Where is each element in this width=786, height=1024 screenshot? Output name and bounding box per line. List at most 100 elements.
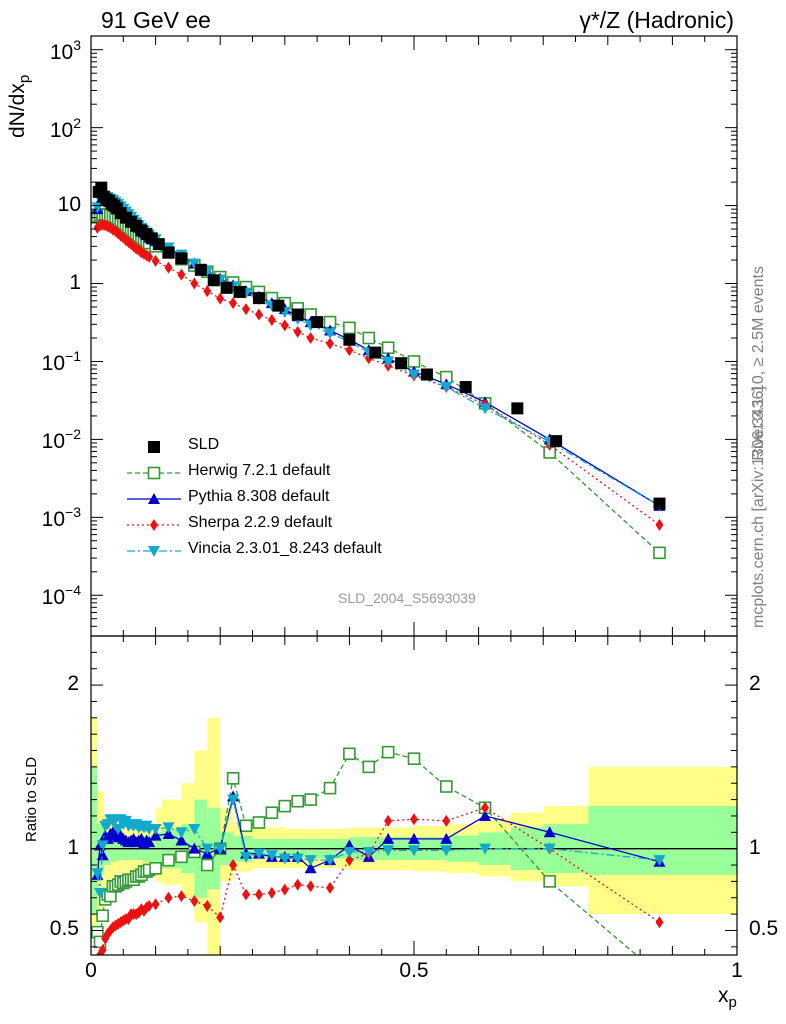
point-sherpa: [345, 344, 354, 357]
series-data: [92, 181, 666, 510]
point-vincia: [408, 845, 420, 857]
point-pythia: [96, 849, 109, 861]
point-pythia: [408, 832, 420, 844]
point-sherpa: [280, 319, 289, 332]
point-pythia: [479, 809, 492, 821]
point-vincia: [112, 824, 125, 836]
point-vincia: [408, 369, 420, 381]
point-sherpa: [280, 883, 289, 896]
point-sherpa: [410, 813, 418, 826]
point-vincia: [265, 850, 278, 862]
point-vincia: [91, 868, 104, 880]
point-data: [95, 181, 108, 194]
point-vincia: [162, 822, 175, 834]
point-sherpa: [216, 292, 225, 305]
point-vincia: [94, 887, 107, 899]
point-sherpa: [229, 859, 238, 872]
point-sherpa: [326, 881, 335, 894]
ratio-y-tick-label: 0.5: [749, 917, 779, 941]
main-y-tick-label: 10−4: [41, 582, 81, 610]
point-herwig: [407, 752, 421, 765]
x-tick-label: 1: [731, 959, 743, 982]
point-vincia: [240, 851, 253, 863]
mcplots-reference-label: mcplots.cern.ch [arXiv:1306.3436]: [750, 386, 767, 628]
point-vincia: [653, 855, 666, 867]
point-pythia: [382, 832, 395, 844]
point-data: [291, 308, 304, 321]
legend-marker-pythia: [148, 493, 160, 504]
point-data: [550, 435, 563, 448]
ratio-panel-series: [91, 745, 666, 955]
point-sherpa: [293, 878, 302, 891]
point-data: [252, 292, 265, 305]
point-pythia: [143, 836, 156, 848]
point-herwig: [291, 794, 305, 808]
point-sherpa: [145, 899, 154, 912]
header-left-label: 91 GeV ee: [101, 7, 211, 33]
series-layer: [91, 181, 666, 955]
point-vincia: [188, 824, 201, 836]
point-herwig: [343, 747, 356, 761]
x-tick-label: 0.5: [399, 959, 429, 982]
point-sherpa: [145, 250, 154, 263]
point-sherpa: [326, 337, 335, 350]
point-vincia: [440, 382, 453, 394]
legend-label-pythia: Pythia 8.308 default: [188, 488, 330, 505]
point-herwig: [439, 780, 453, 793]
point-data: [459, 381, 472, 394]
legend-marker-sherpa: [150, 519, 158, 531]
series-vincia: [91, 794, 666, 899]
main-y-tick-label: 103: [49, 36, 81, 64]
ratio-y-tick-label: 2: [67, 672, 79, 696]
point-sherpa: [306, 880, 315, 893]
point-herwig: [226, 772, 240, 785]
point-sherpa: [98, 944, 107, 955]
main-y-axis-label: dN/dxp: [6, 74, 34, 138]
point-vincia: [149, 824, 162, 836]
point-data: [194, 263, 207, 276]
point-sherpa: [384, 814, 393, 827]
ratio-y-tick-label: 1: [67, 835, 79, 859]
main-y-tick-label: 10−2: [41, 426, 81, 454]
point-herwig: [381, 341, 395, 355]
legend-marker-herwig: [147, 466, 161, 480]
point-herwig: [362, 760, 376, 774]
point-sherpa: [242, 303, 251, 316]
point-data: [369, 346, 382, 359]
legend-label-sherpa: Sherpa 2.2.9 default: [188, 514, 333, 531]
point-data: [420, 368, 433, 381]
point-sherpa: [267, 314, 276, 327]
point-pythia: [304, 862, 317, 874]
point-sherpa: [190, 895, 199, 908]
point-sherpa: [442, 814, 451, 827]
point-sherpa: [267, 886, 276, 899]
point-herwig: [653, 546, 666, 560]
point-vincia: [291, 853, 304, 865]
point-vincia: [304, 855, 317, 867]
point-herwig: [543, 875, 556, 888]
point-data: [233, 285, 246, 298]
point-vincia: [252, 848, 265, 860]
point-pythia: [188, 842, 201, 854]
point-vincia: [362, 846, 375, 858]
x-tick-label: 0: [85, 959, 97, 982]
ratio-y-tick-label: 0.5: [49, 917, 79, 941]
point-herwig: [252, 816, 266, 829]
point-sherpa: [216, 911, 225, 924]
point-herwig: [200, 858, 214, 872]
ratio-y-tick-label: 2: [749, 672, 761, 696]
analysis-id-watermark: SLD_2004_S5693039: [338, 590, 476, 606]
point-vincia: [479, 403, 492, 415]
point-herwig: [175, 850, 188, 864]
point-vincia: [324, 855, 337, 867]
point-vincia: [91, 202, 104, 214]
main-y-tick-label: 102: [49, 114, 81, 142]
legend-label-herwig: Herwig 7.2.1 default: [188, 462, 331, 479]
point-herwig: [362, 331, 376, 345]
ratio-y-tick-label: 1: [749, 835, 761, 859]
point-herwig: [381, 745, 395, 759]
point-pythia: [543, 826, 556, 838]
point-pythia: [175, 834, 188, 846]
point-data: [511, 402, 524, 415]
